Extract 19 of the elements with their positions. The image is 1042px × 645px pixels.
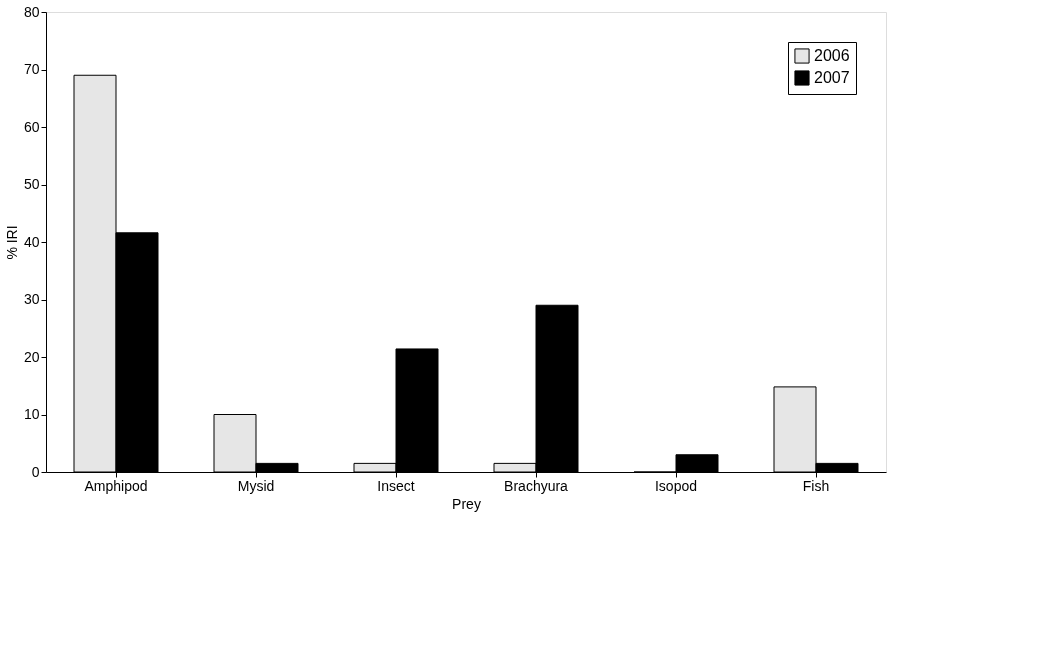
x-axis-title: Prey [452,495,481,512]
x-tick-label: Brachyura [504,477,569,494]
y-axis-title: % IRI [3,225,20,260]
y-tick-label: 80 [23,3,40,20]
x-tick-label: Fish [802,477,830,494]
y-tick-label: 10 [23,406,40,422]
y-tick-label: 40 [23,233,40,250]
y-tick-label: 20 [23,348,40,365]
y-tick-label: 0 [31,463,40,480]
x-tick-label: Isopod [654,477,698,494]
y-tick-label: 30 [23,291,40,307]
y-tick-label: 70 [23,61,40,77]
legend-label: 2006 [814,47,850,64]
x-tick-label: Amphipod [84,477,148,494]
x-tick-label: Mysid [237,477,275,494]
y-tick-label: 50 [23,176,40,192]
x-tick-label: Insect [377,477,415,494]
y-tick-label: 60 [23,118,40,135]
legend-label: 2007 [814,69,850,86]
